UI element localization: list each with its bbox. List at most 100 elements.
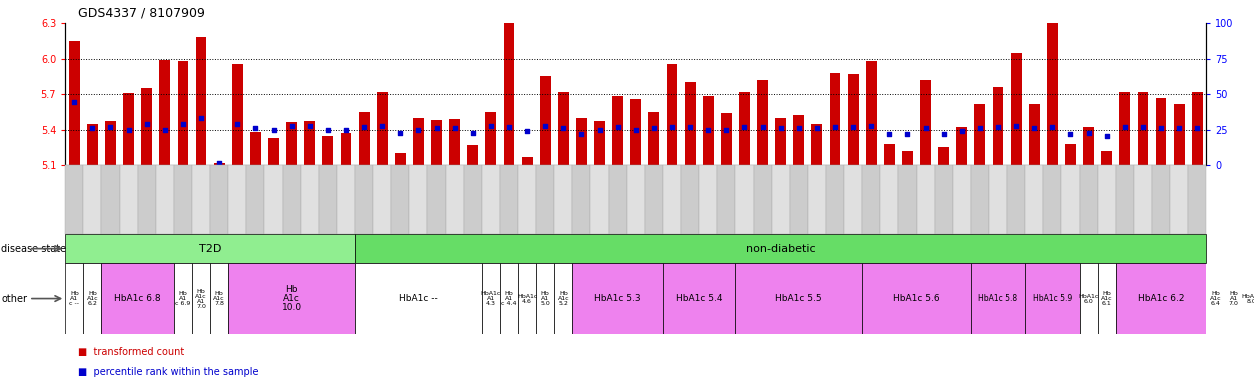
Text: ■  percentile rank within the sample: ■ percentile rank within the sample (78, 366, 258, 377)
Point (227, 121, 247, 127)
Bar (1101, 151, 1112, 165)
Point (1025, 125, 1045, 131)
Bar (537, 23, 554, 165)
Point (1061, 131, 1081, 137)
Bar (1047, 23, 1058, 165)
Point (282, 123, 302, 129)
Bar (1206, 263, 1224, 334)
Text: disease state: disease state (1, 243, 66, 254)
Point (771, 125, 791, 131)
Text: Hb
A1c
6.4: Hb A1c 6.4 (1210, 291, 1221, 306)
Bar (1028, 104, 1040, 165)
Point (137, 121, 157, 127)
Point (589, 126, 609, 132)
Bar (1061, 23, 1080, 165)
Bar (482, 263, 500, 334)
Bar (265, 23, 282, 165)
Bar (1083, 127, 1093, 165)
Text: Hb
A1
c 6.9: Hb A1 c 6.9 (176, 291, 191, 306)
Text: T2D: T2D (199, 243, 221, 254)
Bar (863, 263, 971, 334)
Bar (775, 118, 786, 165)
Point (263, 126, 283, 132)
Bar (558, 92, 569, 165)
Bar (757, 80, 767, 165)
Bar (826, 23, 844, 165)
Text: HbA1c
6.0: HbA1c 6.0 (1078, 293, 1099, 304)
Point (426, 125, 446, 131)
Bar (863, 23, 880, 165)
Text: Hb
A1c
7.8: Hb A1c 7.8 (213, 291, 224, 306)
Bar (228, 23, 246, 165)
Bar (119, 23, 138, 165)
Point (861, 123, 882, 129)
Point (517, 128, 537, 134)
Text: HbA1c 5.4: HbA1c 5.4 (676, 294, 722, 303)
Bar (449, 119, 460, 165)
Bar (355, 23, 374, 165)
Bar (608, 23, 627, 165)
Text: ■  transformed count: ■ transformed count (78, 346, 184, 357)
Point (643, 125, 663, 131)
Text: Hb
A1c
A1
7.0: Hb A1c A1 7.0 (196, 288, 207, 309)
Bar (337, 23, 355, 165)
Point (317, 126, 337, 132)
Point (716, 126, 736, 132)
Bar (971, 23, 989, 165)
Bar (1026, 263, 1080, 334)
Bar (413, 118, 424, 165)
Bar (485, 112, 497, 165)
Text: HbA1c 6.8: HbA1c 6.8 (114, 294, 161, 303)
Point (752, 124, 772, 130)
Point (480, 123, 500, 129)
Bar (504, 23, 514, 165)
Bar (159, 60, 171, 165)
Bar (790, 23, 808, 165)
Bar (794, 116, 804, 165)
Bar (1174, 104, 1185, 165)
Bar (522, 157, 533, 165)
Bar (830, 73, 840, 165)
Bar (359, 112, 370, 165)
Bar (518, 263, 537, 334)
Bar (464, 23, 482, 165)
Point (934, 131, 954, 137)
Point (336, 126, 356, 132)
Bar (500, 263, 518, 334)
Text: HbA1c 5.9: HbA1c 5.9 (1033, 294, 1072, 303)
Bar (1011, 53, 1022, 165)
Point (879, 131, 899, 137)
Point (535, 123, 556, 129)
Bar (319, 23, 337, 165)
Bar (880, 23, 898, 165)
Text: GDS4337 / 8107909: GDS4337 / 8107909 (78, 6, 204, 19)
Bar (374, 23, 391, 165)
Point (1169, 125, 1189, 131)
Bar (105, 121, 115, 165)
Bar (1189, 23, 1206, 165)
Text: HbA1c
4.6: HbA1c 4.6 (517, 293, 537, 304)
Bar (178, 61, 188, 165)
Bar (1007, 23, 1026, 165)
Bar (211, 263, 228, 334)
Bar (844, 23, 863, 165)
Point (372, 123, 393, 129)
Bar (468, 145, 478, 165)
Point (83, 125, 103, 131)
Text: non-diabetic: non-diabetic (746, 243, 815, 254)
Bar (376, 92, 387, 165)
Text: Hb
A1
5.0: Hb A1 5.0 (540, 291, 551, 306)
Bar (594, 121, 604, 165)
Bar (591, 23, 608, 165)
Bar (355, 263, 482, 334)
Point (735, 124, 755, 130)
Bar (192, 263, 211, 334)
Bar (1120, 92, 1130, 165)
Point (499, 124, 519, 130)
Point (1115, 124, 1135, 130)
Bar (395, 153, 406, 165)
Bar (1116, 263, 1206, 334)
Point (100, 124, 120, 130)
Text: Hb
A1c
6.1: Hb A1c 6.1 (1101, 291, 1112, 306)
Bar (576, 118, 587, 165)
